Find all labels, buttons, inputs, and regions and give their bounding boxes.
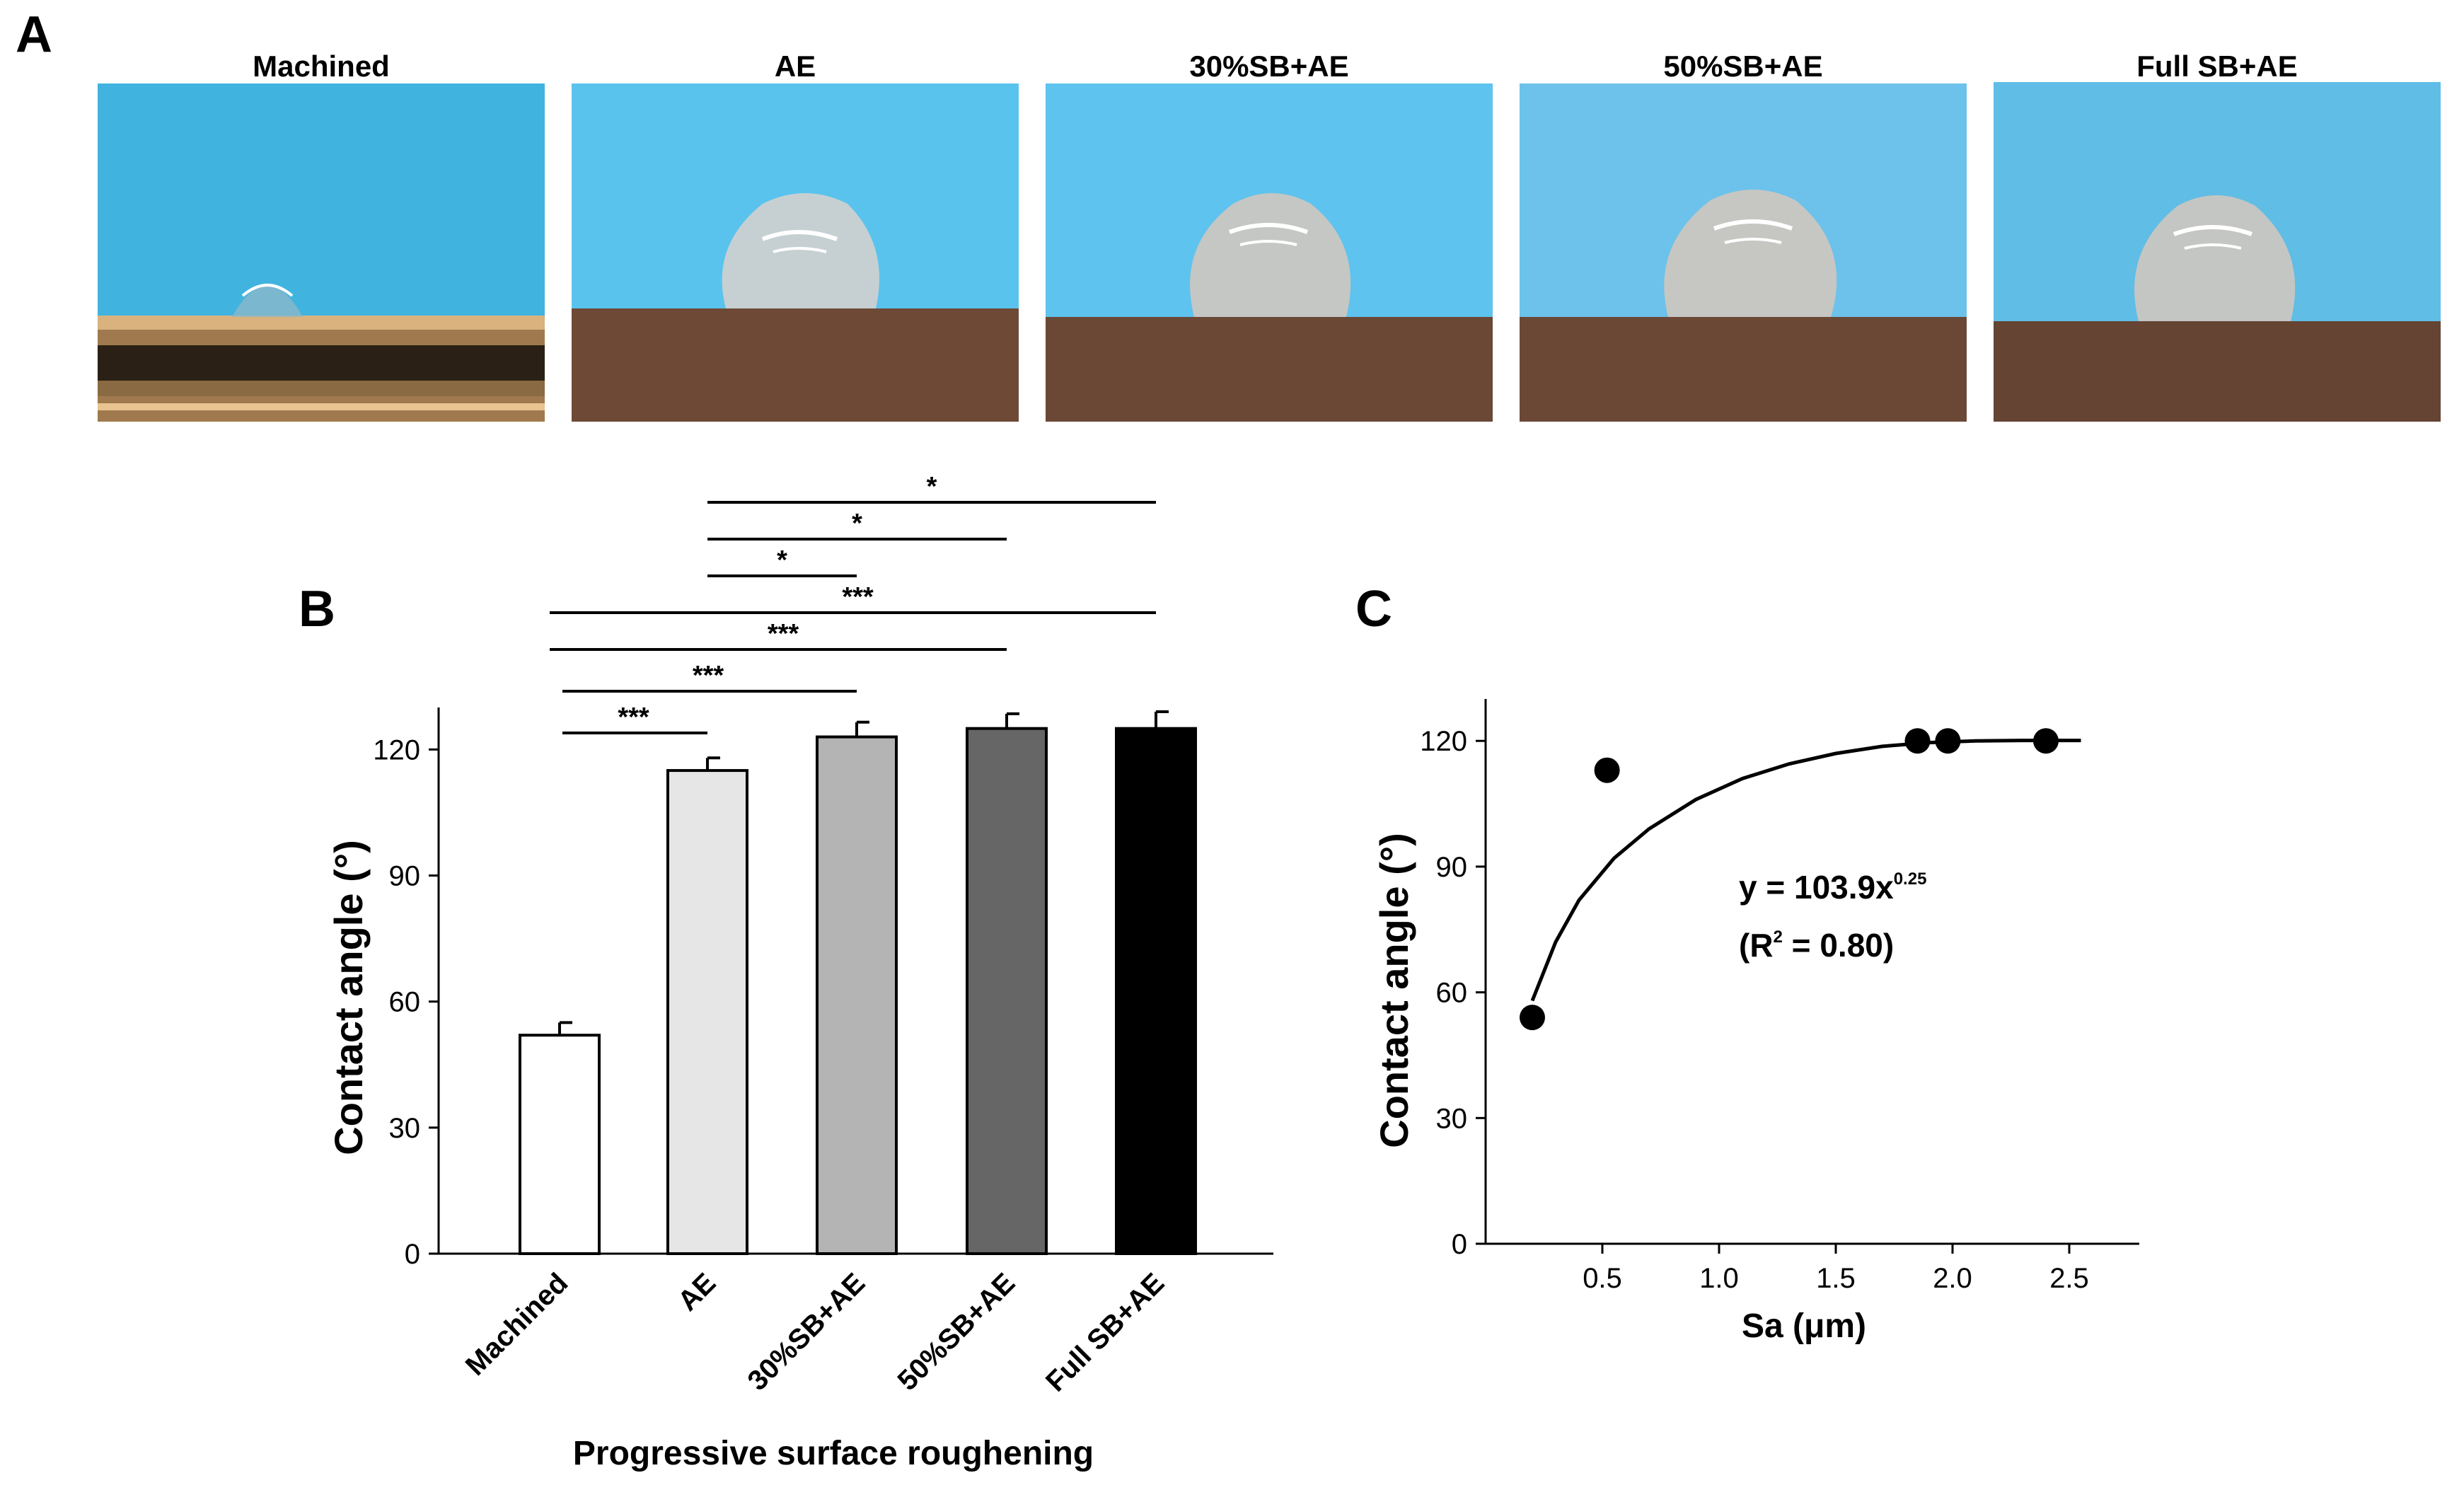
y-tick-label: 120	[1420, 726, 1467, 757]
scatter-x-axis-title: Sa (μm)	[1742, 1307, 1866, 1345]
x-tick-label: 2.0	[1933, 1263, 1972, 1294]
significance-label: ***	[693, 661, 724, 691]
substrate	[1994, 321, 2441, 422]
scatter-y-axis-title: Contact angle (°)	[1372, 833, 1416, 1148]
droplet	[722, 193, 879, 308]
fit-r-squared: (R2 = 0.80)	[1739, 927, 1894, 964]
y-tick-label: 90	[1436, 852, 1468, 883]
x-tick-label: 2.5	[2049, 1263, 2089, 1294]
droplet	[1190, 193, 1351, 317]
data-point	[1520, 1005, 1545, 1031]
substrate	[572, 308, 1019, 422]
y-tick-label: 90	[389, 861, 421, 892]
fit-equation-main: y = 103.9x	[1739, 869, 1894, 906]
x-tick-label: 1.5	[1816, 1263, 1856, 1294]
data-point	[1935, 728, 1961, 754]
fit-r2-close: = 0.80)	[1783, 927, 1894, 964]
fit-r2-superscript: 2	[1774, 928, 1783, 947]
fit-equation-exponent: 0.25	[1894, 869, 1927, 889]
y-tick-label: 30	[1436, 1103, 1468, 1134]
significance-label: *	[927, 472, 937, 502]
photo-title-30sb-ae: 30%SB+AE	[1189, 50, 1349, 83]
droplet	[2134, 195, 2296, 321]
significance-label: *	[777, 545, 787, 575]
fit-r2-open: (R	[1739, 927, 1774, 964]
bar-chart-y-axis-title: Contact angle (°)	[326, 840, 371, 1155]
droplet-photo-50sb-ae	[1520, 83, 1967, 422]
droplet-photo-ae	[572, 83, 1019, 422]
y-tick-label: 0	[405, 1239, 420, 1270]
y-tick-label: 60	[389, 987, 421, 1018]
significance-label: ***	[768, 619, 799, 649]
y-tick-label: 0	[1452, 1229, 1467, 1260]
bar	[966, 727, 1048, 1255]
y-tick-label: 60	[1436, 978, 1468, 1009]
substrate	[1046, 317, 1493, 422]
significance-label: ***	[842, 582, 874, 612]
panel-a-letter: A	[16, 6, 52, 63]
photo-title-machined: Machined	[253, 50, 390, 83]
x-tick-label: 0.5	[1583, 1263, 1622, 1294]
power-fit-curve	[1530, 739, 2081, 1002]
x-tick-label: 1.0	[1699, 1263, 1739, 1294]
photo-title-ae: AE	[774, 50, 816, 83]
photo-title-full-sb-ae: Full SB+AE	[2136, 50, 2298, 83]
significance-label: ***	[618, 703, 649, 732]
data-point	[2033, 728, 2059, 754]
panel-c-letter: C	[1355, 581, 1392, 637]
y-tick-label: 120	[373, 734, 420, 765]
y-tick-label: 30	[389, 1113, 421, 1144]
substrate	[1520, 317, 1967, 422]
droplet-photo-full-sb-ae	[1994, 82, 2441, 422]
photo-title-50sb-ae: 50%SB+AE	[1663, 50, 1823, 83]
droplet-photo-30sb-ae	[1046, 83, 1493, 422]
droplet-photo-machined	[98, 83, 545, 422]
significance-label: *	[852, 509, 862, 538]
bar	[666, 769, 748, 1255]
data-point	[1904, 728, 1931, 754]
panel-b-letter: B	[299, 581, 335, 637]
droplet	[1664, 190, 1837, 317]
droplet	[232, 285, 303, 317]
bar-chart-x-axis-title: Progressive surface roughening	[573, 1435, 1094, 1472]
data-point	[1594, 757, 1620, 783]
fit-equation: y = 103.9x0.25	[1739, 869, 1926, 906]
